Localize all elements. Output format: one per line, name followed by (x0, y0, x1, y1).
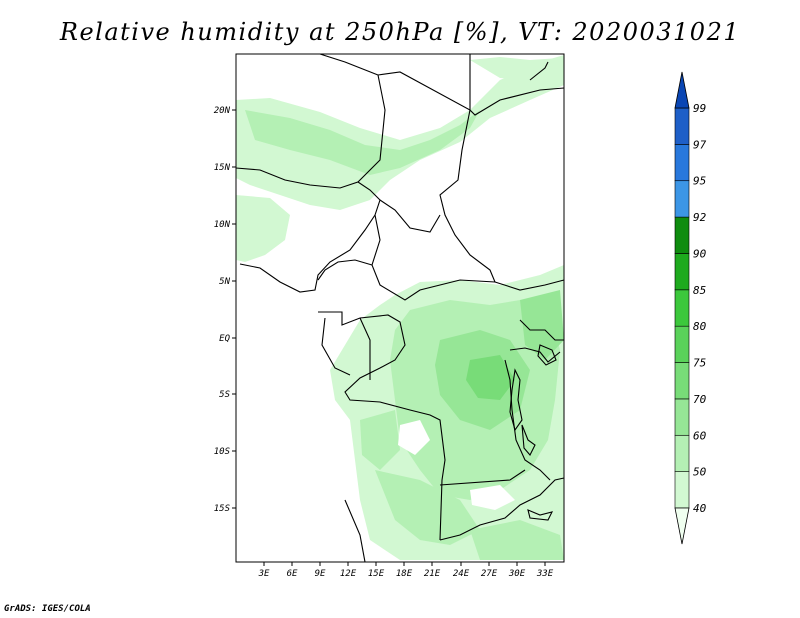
lon-label: 21E (424, 569, 441, 579)
lat-label: 10N (214, 220, 231, 230)
lon-label: 24E (453, 569, 470, 579)
colorbar-box (674, 471, 690, 509)
lat-ticks (232, 109, 236, 509)
colorbar-label: 50 (693, 466, 707, 479)
lakes (509, 344, 557, 521)
colorbar-label: 60 (693, 429, 707, 442)
colorbar-label: 80 (693, 320, 707, 333)
lat-label: 10S (214, 447, 231, 457)
lon-label: 27E (481, 569, 498, 579)
grads-credit: GrADS: IGES/COLA (4, 604, 91, 614)
colorbar-box (674, 398, 690, 436)
map-frame (235, 53, 565, 563)
lon-axis: 3E 6E 9E 12E 15E 18E 21E 24E 27E 30E 33E (258, 569, 554, 579)
lon-label: 33E (536, 569, 554, 579)
lon-label: 6E (287, 569, 298, 579)
colorbar-label: 90 (693, 247, 707, 260)
colorbar-label: 99 (693, 102, 706, 115)
colorbar-box (674, 434, 690, 472)
lat-label: 5S (219, 390, 230, 400)
lon-label: 9E (315, 569, 326, 579)
colorbar-box (674, 107, 690, 145)
colorbar-min-arrow (674, 507, 690, 545)
lat-axis: 20N 15N 10N 5N EQ 5S 10S 15S (214, 106, 231, 514)
chart-title: Relative humidity at 250hPa [%], VT: 202… (59, 18, 741, 46)
colorbar-box (674, 144, 690, 182)
lon-ticks (263, 562, 546, 566)
lon-label: 30E (508, 569, 526, 579)
colorbar-label: 40 (693, 502, 707, 515)
lon-label: 18E (396, 569, 413, 579)
colorbar-label: 97 (693, 138, 707, 151)
colorbar-label: 92 (693, 211, 707, 224)
colorbar-label: 85 (693, 284, 706, 297)
colorbar-box (674, 289, 690, 327)
colorbar-label: 95 (693, 175, 706, 188)
colorbar-label: 70 (693, 393, 707, 406)
colorbar-box (674, 216, 690, 254)
colorbar-box (674, 325, 690, 363)
lat-label: 15S (214, 504, 231, 514)
lat-label: 20N (214, 106, 231, 116)
country-borders (235, 53, 565, 563)
lon-label: 12E (340, 569, 357, 579)
colorbar-box (674, 180, 690, 218)
colorbar-box (674, 253, 690, 291)
humidity-fields (236, 55, 564, 560)
lat-label: 15N (214, 163, 231, 173)
colorbar: 40 50 60 70 75 80 85 90 92 95 97 99 (674, 71, 707, 545)
lon-label: 15E (368, 569, 385, 579)
colorbar-box (674, 362, 690, 400)
lat-label: EQ (219, 334, 230, 344)
lon-label: 3E (258, 569, 270, 579)
lat-label: 5N (219, 277, 230, 287)
colorbar-max-arrow (674, 71, 690, 109)
colorbar-label: 75 (693, 357, 706, 370)
